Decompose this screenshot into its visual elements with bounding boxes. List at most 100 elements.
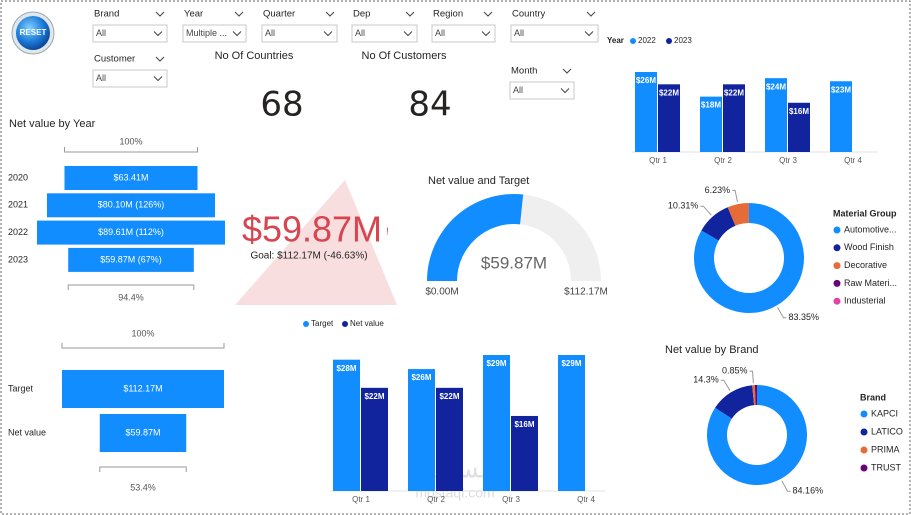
legend-label: TRUST <box>871 462 901 472</box>
reset-label: RESET <box>20 28 47 37</box>
chevron <box>232 31 242 37</box>
legend-title: Brand <box>860 392 886 402</box>
chevron <box>586 11 596 17</box>
chevron <box>405 11 415 17</box>
funnel-value-label: $80.10M (126%) <box>98 200 165 210</box>
chevron <box>483 11 493 17</box>
slicer-value: All <box>435 28 445 38</box>
funnel-category: 2023 <box>8 254 28 264</box>
funnel-bar <box>99 414 187 452</box>
legend-label: Decorative <box>844 260 887 270</box>
legend-marker <box>860 410 868 418</box>
donut-value-label: 14.3% <box>693 375 719 385</box>
funnel-category: 2020 <box>8 172 28 182</box>
gauge-value-label: $59.87M <box>481 253 547 272</box>
donut-slice <box>701 207 736 241</box>
funnel-bracket <box>99 466 187 472</box>
donut-slice <box>706 385 807 485</box>
legend-label: Target <box>311 319 334 328</box>
slicer[interactable]: Quarter All <box>261 9 338 43</box>
bar <box>333 359 360 491</box>
x-tick-label: Qtr 3 <box>502 495 520 504</box>
funnel-value-label: $63.41M <box>113 172 148 182</box>
bar-value-label: $24M <box>766 82 786 91</box>
reset-button[interactable]: RESET <box>11 11 55 55</box>
reset-face <box>16 16 50 50</box>
legend-marker <box>630 38 636 44</box>
bar <box>408 369 435 491</box>
slicer-value: All <box>514 28 524 38</box>
slicer[interactable]: Dep All <box>351 9 418 43</box>
chevron <box>153 31 163 37</box>
bar-value-label: $16M <box>514 420 534 429</box>
funnel-category: Target <box>8 383 34 393</box>
slicer[interactable]: Year Multiple ... <box>182 9 247 43</box>
leader-line <box>720 379 731 391</box>
slicer[interactable]: Customer All <box>92 54 168 88</box>
slicer-label: Region <box>433 9 463 20</box>
donut-slice <box>693 203 804 313</box>
chevron <box>153 76 163 82</box>
legend-label: Raw Materi... <box>844 278 897 288</box>
bar <box>723 84 745 152</box>
leader-line <box>749 370 754 384</box>
funnel-bar <box>62 370 224 408</box>
slicer-label: Year <box>184 9 203 20</box>
x-tick-label: Qtr 2 <box>427 495 445 504</box>
card-label: No Of Customers <box>362 50 447 62</box>
bar-value-label: $23M <box>831 85 851 94</box>
slicer-label: Month <box>511 66 537 77</box>
slicer-value: All <box>355 28 365 38</box>
donut-value-label: 10.31% <box>668 201 699 211</box>
bar <box>658 84 680 152</box>
watermark-latin: mostaql.com <box>415 485 494 501</box>
bar-value-label: $22M <box>659 88 679 97</box>
legend-marker <box>833 279 841 287</box>
chevron <box>584 31 594 37</box>
bar-value-label: $16M <box>789 107 809 116</box>
funnel-category: 2022 <box>8 227 28 237</box>
legend-marker <box>666 38 672 44</box>
legend-marker <box>860 446 868 454</box>
slicer[interactable]: Region All <box>431 9 496 43</box>
slicer[interactable]: Brand All <box>92 9 168 43</box>
legend-label: 2023 <box>674 36 692 45</box>
slicer-value: All <box>96 73 106 83</box>
x-tick-label: Qtr 1 <box>649 156 667 165</box>
slicer-value: All <box>513 85 523 95</box>
bar <box>765 78 787 152</box>
card-value: 84 <box>408 85 451 125</box>
funnel-bracket <box>67 284 195 290</box>
funnel-bottom-label: 53.4% <box>130 482 156 492</box>
donut-slice <box>752 385 756 406</box>
slicer-value: Multiple ... <box>186 28 227 38</box>
funnel-bottom-label: 94.4% <box>118 292 144 302</box>
slicer-box <box>92 69 168 88</box>
funnel-value-label: $59.87M (67%) <box>100 254 162 264</box>
chevron <box>562 68 572 74</box>
bar-value-label: $29M <box>561 359 581 368</box>
leader-line <box>700 205 712 216</box>
funnel-value-label: $89.61M (112%) <box>98 227 164 237</box>
slicer[interactable]: Country All <box>510 9 599 43</box>
bar <box>483 355 510 491</box>
slicer-box <box>351 24 418 43</box>
legend-label: Net value <box>350 319 384 328</box>
kpi-alert: ! <box>386 227 389 238</box>
slicer-box <box>509 81 575 100</box>
chevron <box>155 11 165 17</box>
donut-slice <box>754 385 757 406</box>
chevron <box>325 11 335 17</box>
legend-label: Wood Finish <box>844 242 894 252</box>
x-tick-label: Qtr 2 <box>714 156 732 165</box>
x-tick-label: Qtr 3 <box>779 156 797 165</box>
bar <box>558 355 585 491</box>
legend-title: Material Group <box>833 208 897 218</box>
legend-marker <box>860 464 868 472</box>
legend-marker <box>303 321 309 327</box>
funnel-bar <box>46 193 216 218</box>
slicer[interactable]: Month All <box>509 66 575 100</box>
bar <box>700 96 722 152</box>
legend-marker <box>342 321 348 327</box>
